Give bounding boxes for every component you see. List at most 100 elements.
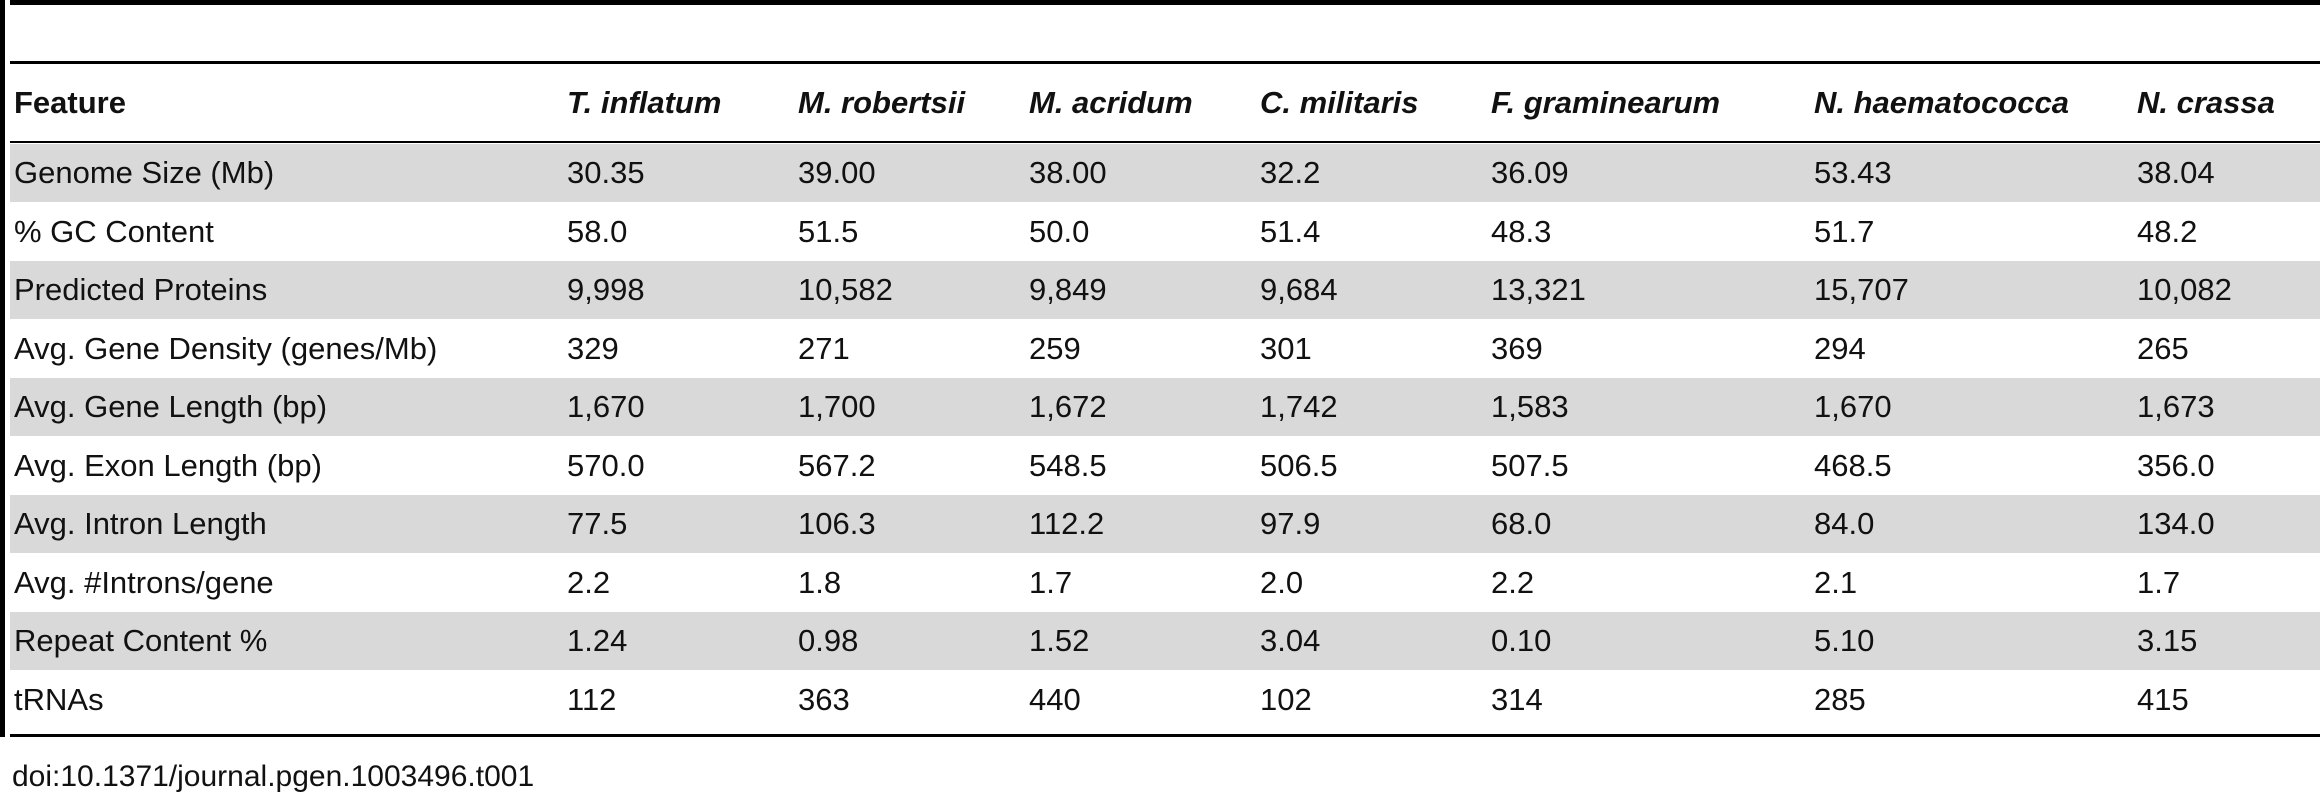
table-cell: 30.35	[567, 155, 645, 190]
table-cell: 1,673	[2137, 389, 2215, 424]
table-cell: 10,582	[798, 272, 893, 307]
table-cell: 2.2	[1491, 564, 1535, 600]
table-cell: 468.5	[1814, 447, 1892, 483]
table-cell: 9,684	[1260, 272, 1338, 307]
table-header-row: Feature T. inflatum M. robertsii M. acri…	[10, 65, 2320, 141]
header-cell-m-robertsii: M. robertsii	[798, 85, 966, 120]
table-cell: 314	[1491, 681, 1543, 717]
table-cell: 285	[1814, 681, 1866, 717]
table-row: Avg. Gene Density (genes/Mb) 329 271 259 301…	[10, 320, 2320, 378]
table-cell: 36.09	[1491, 155, 1569, 190]
table-cell: 15,707	[1814, 272, 1909, 307]
table-cell: 53.43	[1814, 155, 1892, 190]
table-cell: 39.00	[798, 155, 876, 190]
row-label-cell: Avg. Intron Length	[14, 506, 267, 541]
table-row: Avg. Gene Length (bp) 1,670 1,700 1,672 1,74…	[10, 378, 2320, 436]
table-cell: 1,583	[1491, 389, 1569, 424]
table-cell: 38.04	[2137, 155, 2215, 190]
header-cell-m-acridum: M. acridum	[1029, 85, 1193, 120]
table-row: % GC Content 58.0 51.5 50.0 51.4 48.3 51.7 48.2	[10, 203, 2320, 261]
table-row: Genome Size (Mb) 30.35 39.00 38.00 32.2 36.09…	[10, 144, 2320, 202]
table-cell: 2.1	[1814, 564, 1858, 600]
table-cell: 9,998	[567, 272, 645, 307]
table-cell: 1,670	[1814, 389, 1892, 424]
table-cell: 1,672	[1029, 389, 1107, 424]
table-cell: 506.5	[1260, 447, 1338, 483]
row-label-cell: Repeat Content %	[14, 623, 268, 658]
table-cell: 51.4	[1260, 213, 1321, 249]
table-cell: 106.3	[798, 506, 876, 541]
table-bottom-rule	[10, 734, 2320, 737]
table-cell: 1.52	[1029, 623, 1090, 658]
table-cell: 84.0	[1814, 506, 1875, 541]
table-cell: 271	[798, 330, 850, 366]
table-cell: 1,742	[1260, 389, 1338, 424]
table-row: tRNAs 112 363 440 102 314 285 415	[10, 671, 2320, 729]
table-cell: 440	[1029, 681, 1081, 717]
table-left-border	[0, 0, 5, 737]
table-cell: 10,082	[2137, 272, 2232, 307]
table-cell: 48.3	[1491, 213, 1552, 249]
table-cell: 1.8	[798, 564, 842, 600]
table-cell: 68.0	[1491, 506, 1552, 541]
table-cell: 97.9	[1260, 506, 1321, 541]
row-label-cell: Predicted Proteins	[14, 272, 268, 307]
row-label-cell: Avg. Gene Density (genes/Mb)	[14, 330, 438, 366]
table-cell: 265	[2137, 330, 2189, 366]
table-cell: 3.15	[2137, 623, 2198, 658]
table-cell: 9,849	[1029, 272, 1107, 307]
table-cell: 369	[1491, 330, 1543, 366]
table-row: Repeat Content % 1.24 0.98 1.52 3.04 0.10 5.10…	[10, 612, 2320, 670]
header-top-rule	[10, 61, 2320, 64]
table-cell: 51.7	[1814, 213, 1875, 249]
row-label-cell: Avg. Exon Length (bp)	[14, 447, 322, 483]
table-cell: 1.7	[2137, 564, 2181, 600]
table-top-rule	[10, 0, 2320, 5]
table-cell: 301	[1260, 330, 1312, 366]
table-cell: 0.98	[798, 623, 859, 658]
table-cell: 570.0	[567, 447, 645, 483]
table-cell: 112	[567, 681, 617, 717]
table-row: Predicted Proteins 9,998 10,582 9,849 9,684 1…	[10, 261, 2320, 319]
table-cell: 1,670	[567, 389, 645, 424]
table-cell: 5.10	[1814, 623, 1875, 658]
row-label-cell: Genome Size (Mb)	[14, 155, 275, 190]
table-cell: 1.24	[567, 623, 628, 658]
table-row: Avg. Exon Length (bp) 570.0 567.2 548.5 506.…	[10, 437, 2320, 495]
table-cell: 259	[1029, 330, 1081, 366]
table-cell: 294	[1814, 330, 1866, 366]
table-cell: 0.10	[1491, 623, 1552, 658]
header-bottom-rule	[10, 141, 2320, 143]
table-cell: 48.2	[2137, 213, 2198, 249]
table-cell: 567.2	[798, 447, 876, 483]
header-cell-c-militaris: C. militaris	[1260, 85, 1419, 120]
table-cell: 3.04	[1260, 623, 1321, 658]
table-cell: 112.2	[1029, 506, 1105, 541]
table-cell: 363	[798, 681, 850, 717]
table-cell: 1.7	[1029, 564, 1073, 600]
table-cell: 32.2	[1260, 155, 1321, 190]
table-cell: 548.5	[1029, 447, 1107, 483]
table-cell: 415	[2137, 681, 2189, 717]
table-cell: 13,321	[1491, 272, 1586, 307]
table-cell: 507.5	[1491, 447, 1569, 483]
table-cell: 77.5	[567, 506, 628, 541]
table-row: Avg. #Introns/gene 2.2 1.8 1.7 2.0 2.2 2.1 1.7	[10, 554, 2320, 612]
table-cell: 58.0	[567, 213, 628, 249]
table-cell: 38.00	[1029, 155, 1107, 190]
table-row: Avg. Intron Length 77.5 106.3 112.2 97.9 68.0…	[10, 495, 2320, 553]
row-label-cell: Avg. #Introns/gene	[14, 564, 274, 600]
table-cell: 1,700	[798, 389, 876, 424]
row-label-cell: % GC Content	[14, 213, 214, 249]
row-label-cell: tRNAs	[14, 681, 104, 717]
header-cell-n-haematococca: N. haematococca	[1814, 85, 2069, 120]
table-cell: 2.0	[1260, 564, 1304, 600]
table-cell: 2.2	[567, 564, 611, 600]
header-cell-feature: Feature	[14, 85, 126, 120]
row-label-cell: Avg. Gene Length (bp)	[14, 389, 328, 424]
table-cell: 50.0	[1029, 213, 1090, 249]
header-cell-n-crassa: N. crassa	[2137, 85, 2275, 120]
table-cell: 134.0	[2137, 506, 2215, 541]
table-cell: 356.0	[2137, 447, 2215, 483]
table-cell: 51.5	[798, 213, 859, 249]
